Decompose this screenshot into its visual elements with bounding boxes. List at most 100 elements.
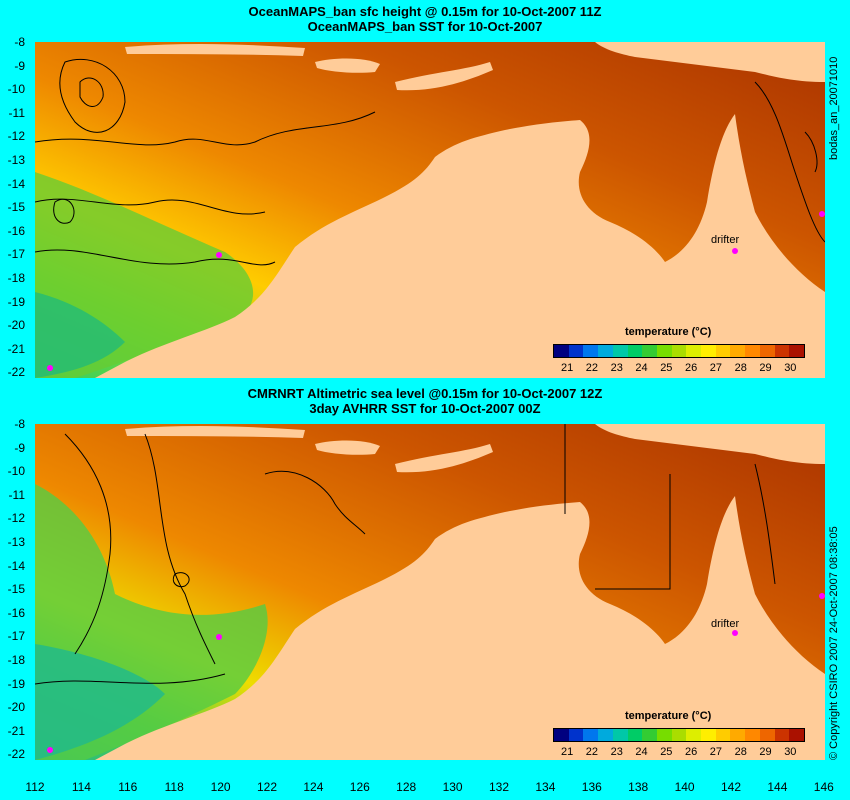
bottom-title-2: 3day AVHRR SST for 10-Oct-2007 00Z [309, 401, 541, 416]
colorbar-swatch [612, 729, 628, 741]
y-tick-label: -20 [7, 700, 25, 715]
colorbar-swatch [730, 729, 746, 741]
y-tick-label: -17 [7, 629, 25, 644]
y-tick-label: -17 [7, 247, 25, 262]
x-tick-label: 130 [442, 780, 463, 794]
height-contours [35, 58, 825, 266]
y-tick-label: -10 [7, 82, 25, 97]
y-tick-label: -12 [7, 511, 25, 526]
colorbar-swatch [583, 729, 599, 741]
colorbar-title: temperature (°C) [625, 326, 712, 338]
colorbar-tick-label: 25 [660, 746, 673, 758]
y-tick-label: -11 [8, 105, 25, 120]
colorbar-swatch [568, 729, 584, 741]
colorbar-swatch [656, 345, 672, 357]
colorbar-ticks: 21 22 23 24 25 26 27 28 29 30 [553, 362, 803, 376]
drifter-label: drifter [711, 618, 740, 630]
colorbar-tick-label: 29 [759, 362, 772, 374]
x-tick-label: 136 [581, 780, 602, 794]
colorbar-tick-label: 21 [561, 746, 574, 758]
y-tick-label: -19 [7, 294, 25, 309]
y-tick-label: -22 [7, 365, 25, 380]
drifter-marker [732, 248, 738, 254]
bottom-map [35, 424, 825, 760]
colorbar-swatch [671, 345, 687, 357]
y-tick-label: -13 [7, 535, 25, 549]
height-contours [35, 424, 776, 685]
colorbar-swatch [612, 345, 628, 357]
colorbar [553, 344, 805, 358]
x-tick-label: 146 [813, 780, 834, 794]
drifter-marker [819, 593, 825, 599]
colorbar-swatch [701, 345, 716, 357]
colorbar-tick-label: 21 [561, 362, 574, 374]
australia-land [95, 496, 825, 760]
colorbar [553, 728, 805, 742]
colorbar-swatch [598, 345, 613, 357]
drifter-marker [732, 630, 738, 636]
colorbar-swatch [759, 345, 775, 357]
x-tick-label: 116 [118, 780, 138, 794]
y-tick-label: -16 [7, 605, 25, 620]
island-timor [395, 444, 493, 473]
top-map-panel: drifter temperature (°C) 21 22 23 24 25 26 27 2… [35, 42, 825, 378]
colorbar-tick-label: 30 [784, 362, 797, 374]
y-tick-label: -22 [7, 747, 25, 762]
x-tick-label: 112 [25, 780, 45, 794]
y-tick-label: -9 [14, 440, 25, 455]
y-tick-label: -18 [7, 653, 25, 667]
y-tick-label: -21 [7, 723, 25, 738]
colorbar-swatch [568, 345, 584, 357]
x-tick-label: 122 [256, 780, 278, 794]
x-tick-label: 114 [71, 780, 91, 794]
bottom-side-label: © Copyright CSIRO 2007 24-Oct-2007 08:38… [828, 526, 840, 760]
colorbar-title: temperature (°C) [625, 710, 712, 722]
colorbar-swatch [745, 729, 760, 741]
island-java [125, 44, 305, 56]
colorbar-swatch [627, 729, 643, 741]
colorbar-swatch [730, 345, 746, 357]
x-tick-label: 138 [628, 780, 649, 794]
y-tick-label: -16 [7, 223, 25, 238]
x-tick-label: 132 [488, 780, 510, 794]
y-tick-label: -11 [8, 487, 25, 502]
colorbar-tick-label: 25 [660, 362, 673, 374]
colorbar-swatch [642, 729, 657, 741]
colorbar-tick-label: 27 [709, 362, 723, 374]
island-timor [395, 62, 493, 91]
y-tick-label: -15 [7, 582, 25, 597]
y-tick-label: -14 [7, 558, 25, 573]
colorbar-swatch [583, 345, 599, 357]
x-tick-label: 128 [396, 780, 417, 794]
colorbar-tick-label: 22 [585, 746, 599, 758]
drifter-marker [47, 365, 53, 371]
drifter-marker [216, 252, 222, 258]
colorbar-tick-label: 28 [734, 362, 747, 374]
colorbar-swatch [642, 345, 657, 357]
colorbar-swatch [627, 345, 643, 357]
drifter-label: drifter [711, 234, 740, 246]
colorbar-swatch [715, 345, 731, 357]
top-title-1: OceanMAPS_ban sfc height @ 0.15m for 10-… [248, 4, 602, 19]
x-tick-label: 144 [767, 780, 788, 794]
x-tick-label: 120 [210, 780, 231, 794]
x-tick-label: 126 [349, 780, 370, 794]
colorbar-swatch [671, 729, 687, 741]
colorbar-swatch [554, 729, 569, 741]
island-sumbawa [315, 440, 380, 455]
island-new-guinea [595, 42, 825, 82]
y-tick-label: -12 [7, 129, 25, 144]
colorbar-swatch [686, 345, 702, 357]
colorbar-swatch [554, 345, 569, 357]
x-tick-label: 118 [164, 780, 184, 794]
x-tick-label: 134 [535, 780, 556, 794]
bottom-title-1: CMRNRT Altimetric sea level @0.15m for 1… [247, 386, 603, 401]
australia-land [95, 114, 825, 378]
cool-water-core [35, 292, 125, 378]
colorbar-swatch [598, 729, 613, 741]
drifter-marker [216, 634, 222, 640]
y-tick-label: -8 [14, 417, 25, 431]
y-tick-label: -18 [7, 271, 25, 285]
y-tick-label: -20 [7, 318, 25, 333]
colorbar-tick-label: 23 [610, 362, 623, 374]
